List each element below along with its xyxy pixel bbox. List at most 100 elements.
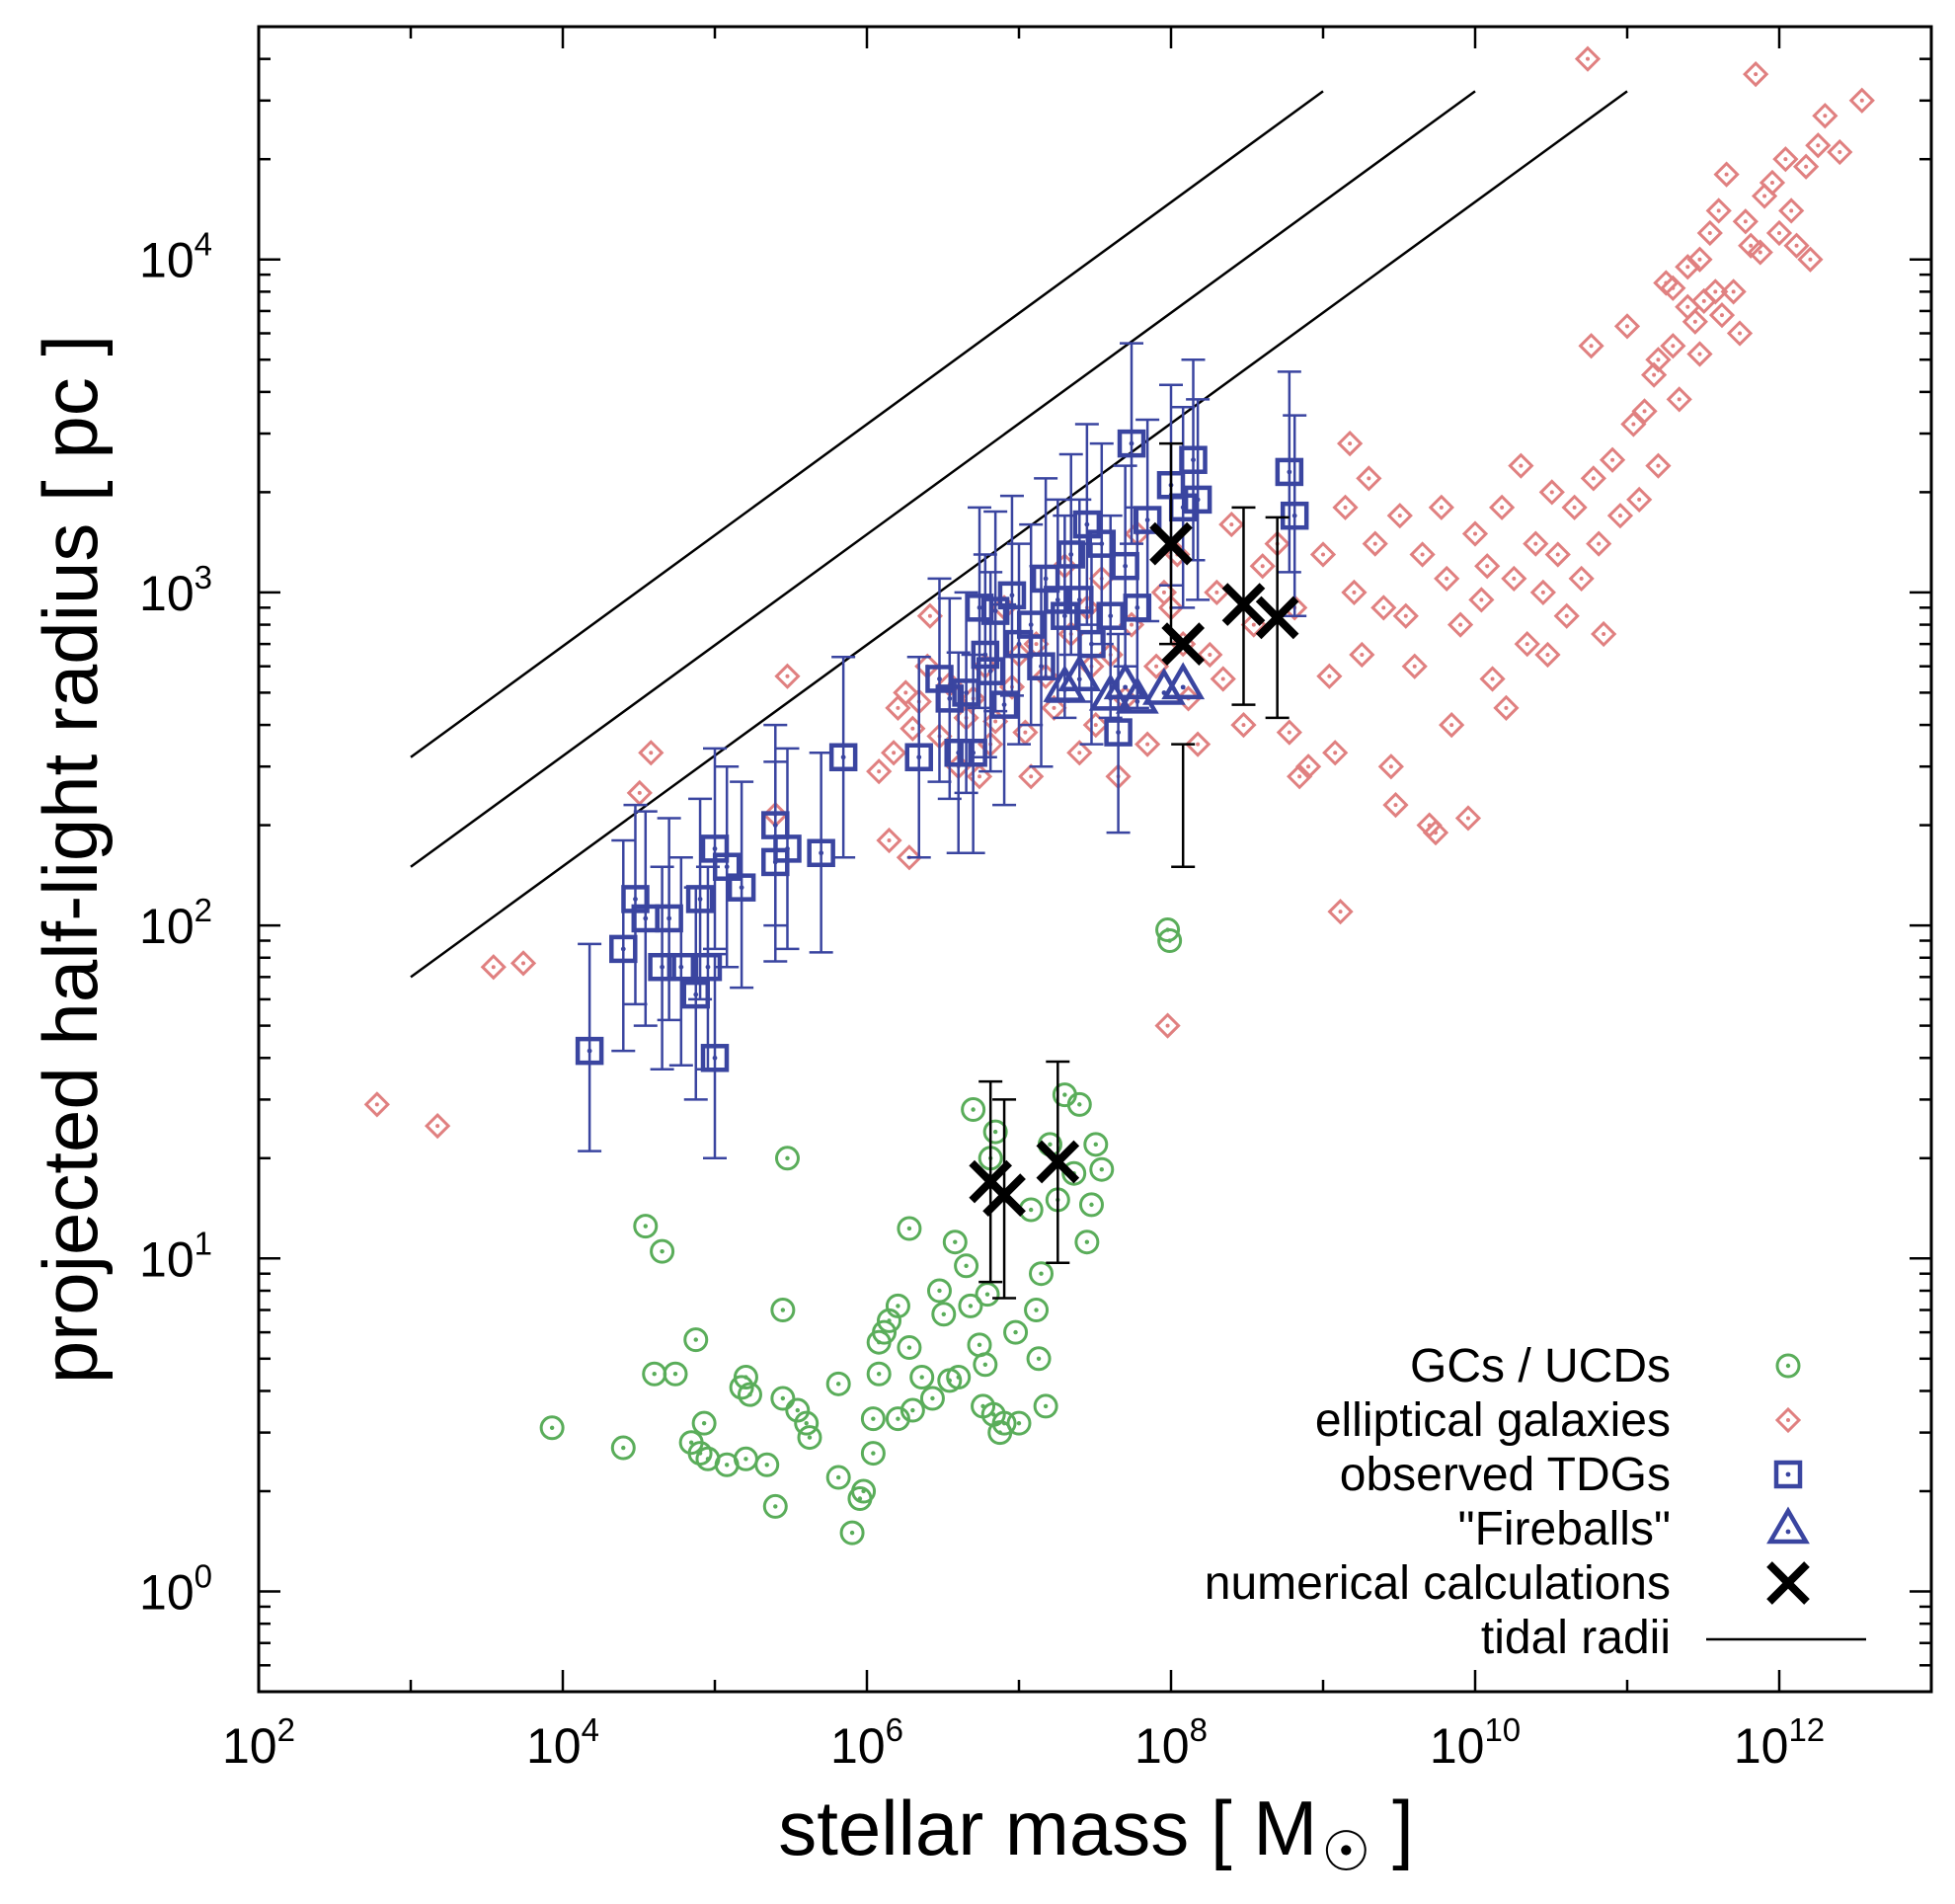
tdg-point-29 <box>989 690 1019 719</box>
gc-point-31 <box>866 1361 892 1387</box>
gc-point-23 <box>797 1425 822 1451</box>
legend-label-numerical: numerical calculations <box>1205 1557 1671 1610</box>
tdg-errorbar-1 <box>611 838 636 1053</box>
elliptical-point-153 <box>1708 302 1736 329</box>
legend-entry-fireballs: "Fireballs" <box>1458 1503 1810 1555</box>
elliptical-point-94 <box>1474 553 1501 580</box>
elliptical-point-112 <box>1586 530 1612 557</box>
elliptical-point-47 <box>1134 731 1161 757</box>
elliptical-point-152 <box>1702 278 1729 305</box>
tdg-point-51 <box>1183 485 1212 515</box>
numerical-point-0 <box>1149 521 1193 566</box>
gc-point-49 <box>961 1097 986 1123</box>
elliptical-point-147 <box>1812 103 1838 129</box>
y-axis-title: projected half-light radius [ pc ] <box>27 335 114 1384</box>
elliptical-point-2 <box>480 954 507 981</box>
elliptical-point-58 <box>1210 666 1236 692</box>
numerical-errorbar-1 <box>1171 743 1196 868</box>
elliptical-point-60 <box>1230 711 1257 739</box>
legend-entry-tdgs: observed TDGs <box>1340 1449 1803 1501</box>
elliptical-point-70 <box>1322 740 1349 766</box>
tdg-errorbar-0 <box>578 942 602 1152</box>
elliptical-point-117 <box>1620 411 1647 437</box>
gc-point-45 <box>942 1230 968 1255</box>
elliptical-point-148 <box>1827 138 1853 166</box>
tdg-point-41 <box>1087 529 1117 558</box>
elliptical-point-129 <box>1696 219 1723 247</box>
legend-entry-tidal: tidal radii <box>1481 1612 1866 1664</box>
tdg-point-6 <box>666 952 696 982</box>
gc-point-6 <box>683 1327 709 1353</box>
fireball-point-4 <box>1115 675 1159 714</box>
elliptical-point-6 <box>774 663 801 689</box>
elliptical-point-95 <box>1479 666 1506 692</box>
legend-label-tidal: tidal radii <box>1481 1612 1671 1664</box>
gc-point-1 <box>610 1435 636 1461</box>
elliptical-point-106 <box>1553 602 1580 629</box>
gc-point-36 <box>885 1406 910 1432</box>
tick-layer: 102 104 106 108 1010 1012 100 101 102 103 104 <box>139 25 1933 1774</box>
elliptical-point-84 <box>1409 541 1436 568</box>
gc-point-25 <box>825 1465 851 1490</box>
y-tick-label-0: 100 <box>139 1557 212 1620</box>
elliptical-point-78 <box>1370 595 1397 621</box>
elliptical-point-120 <box>1640 361 1668 388</box>
elliptical-point-88 <box>1434 565 1460 593</box>
legend-label-ellipticals: elliptical galaxies <box>1315 1394 1671 1447</box>
tdg-point-26 <box>971 640 1000 670</box>
elliptical-point-82 <box>1392 602 1419 629</box>
elliptical-point-5 <box>626 779 653 807</box>
elliptical-point-4 <box>638 740 665 766</box>
elliptical-point-145 <box>1797 246 1824 273</box>
elliptical-point-69 <box>1316 663 1343 689</box>
gc-point-64 <box>1029 1261 1055 1287</box>
numerical-point-3 <box>1255 595 1299 640</box>
elliptical-point-149 <box>1848 87 1875 114</box>
elliptical-point-127 <box>1686 246 1713 273</box>
x-tick-label-0: 102 <box>222 1711 295 1774</box>
gc-point-22 <box>794 1410 820 1436</box>
elliptical-point-93 <box>1468 587 1495 613</box>
gc-point-62 <box>1024 1298 1050 1323</box>
elliptical-point-131 <box>1713 161 1740 188</box>
elliptical-point-89 <box>1439 711 1465 739</box>
gc-point-70 <box>1066 1091 1092 1117</box>
gc-point-9 <box>691 1410 717 1436</box>
tdg-point-46 <box>1123 594 1152 622</box>
x-axis-title-suffix: ] <box>1370 1785 1413 1871</box>
elliptical-point-151 <box>1686 341 1713 367</box>
gc-point-47 <box>954 1253 979 1279</box>
x-axis-title: stellar mass [ M☉ ] <box>778 1785 1414 1882</box>
elliptical-point-132 <box>1720 278 1747 305</box>
elliptical-point-130 <box>1705 198 1732 224</box>
observed-tdgs-layer <box>575 342 1309 1160</box>
elliptical-point-121 <box>1645 452 1672 479</box>
tdg-point-47 <box>1133 506 1162 534</box>
tdg-point-32 <box>1016 610 1046 639</box>
tdg-point-19 <box>904 743 933 772</box>
elliptical-point-55 <box>1184 731 1212 757</box>
gc-point-29 <box>860 1441 886 1467</box>
elliptical-point-113 <box>1591 620 1617 648</box>
elliptical-point-102 <box>1529 579 1556 606</box>
tdg-point-42 <box>1096 601 1125 630</box>
gc-point-65 <box>1033 1393 1058 1419</box>
gc-point-46 <box>946 1365 972 1390</box>
elliptical-point-136 <box>1743 60 1769 88</box>
elliptical-point-8 <box>876 827 902 854</box>
legend-swatch-tdgs <box>1773 1460 1803 1489</box>
tdg-point-52 <box>1275 457 1304 487</box>
elliptical-point-134 <box>1732 208 1759 235</box>
legend-entry-numerical: numerical calculations <box>1205 1557 1810 1610</box>
gc-point-0 <box>539 1415 565 1441</box>
elliptical-point-10 <box>866 758 893 785</box>
sun-symbol: ☉ <box>1321 1820 1370 1882</box>
elliptical-point-77 <box>1362 530 1388 557</box>
tdg-point-36 <box>1051 601 1079 630</box>
gc-point-72 <box>1078 1192 1104 1218</box>
gc-point-43 <box>931 1302 957 1327</box>
fireballs-layer <box>1043 654 1206 714</box>
numerical-point-2 <box>1221 583 1266 626</box>
legend-entry-ellipticals: elliptical galaxies <box>1315 1394 1802 1447</box>
